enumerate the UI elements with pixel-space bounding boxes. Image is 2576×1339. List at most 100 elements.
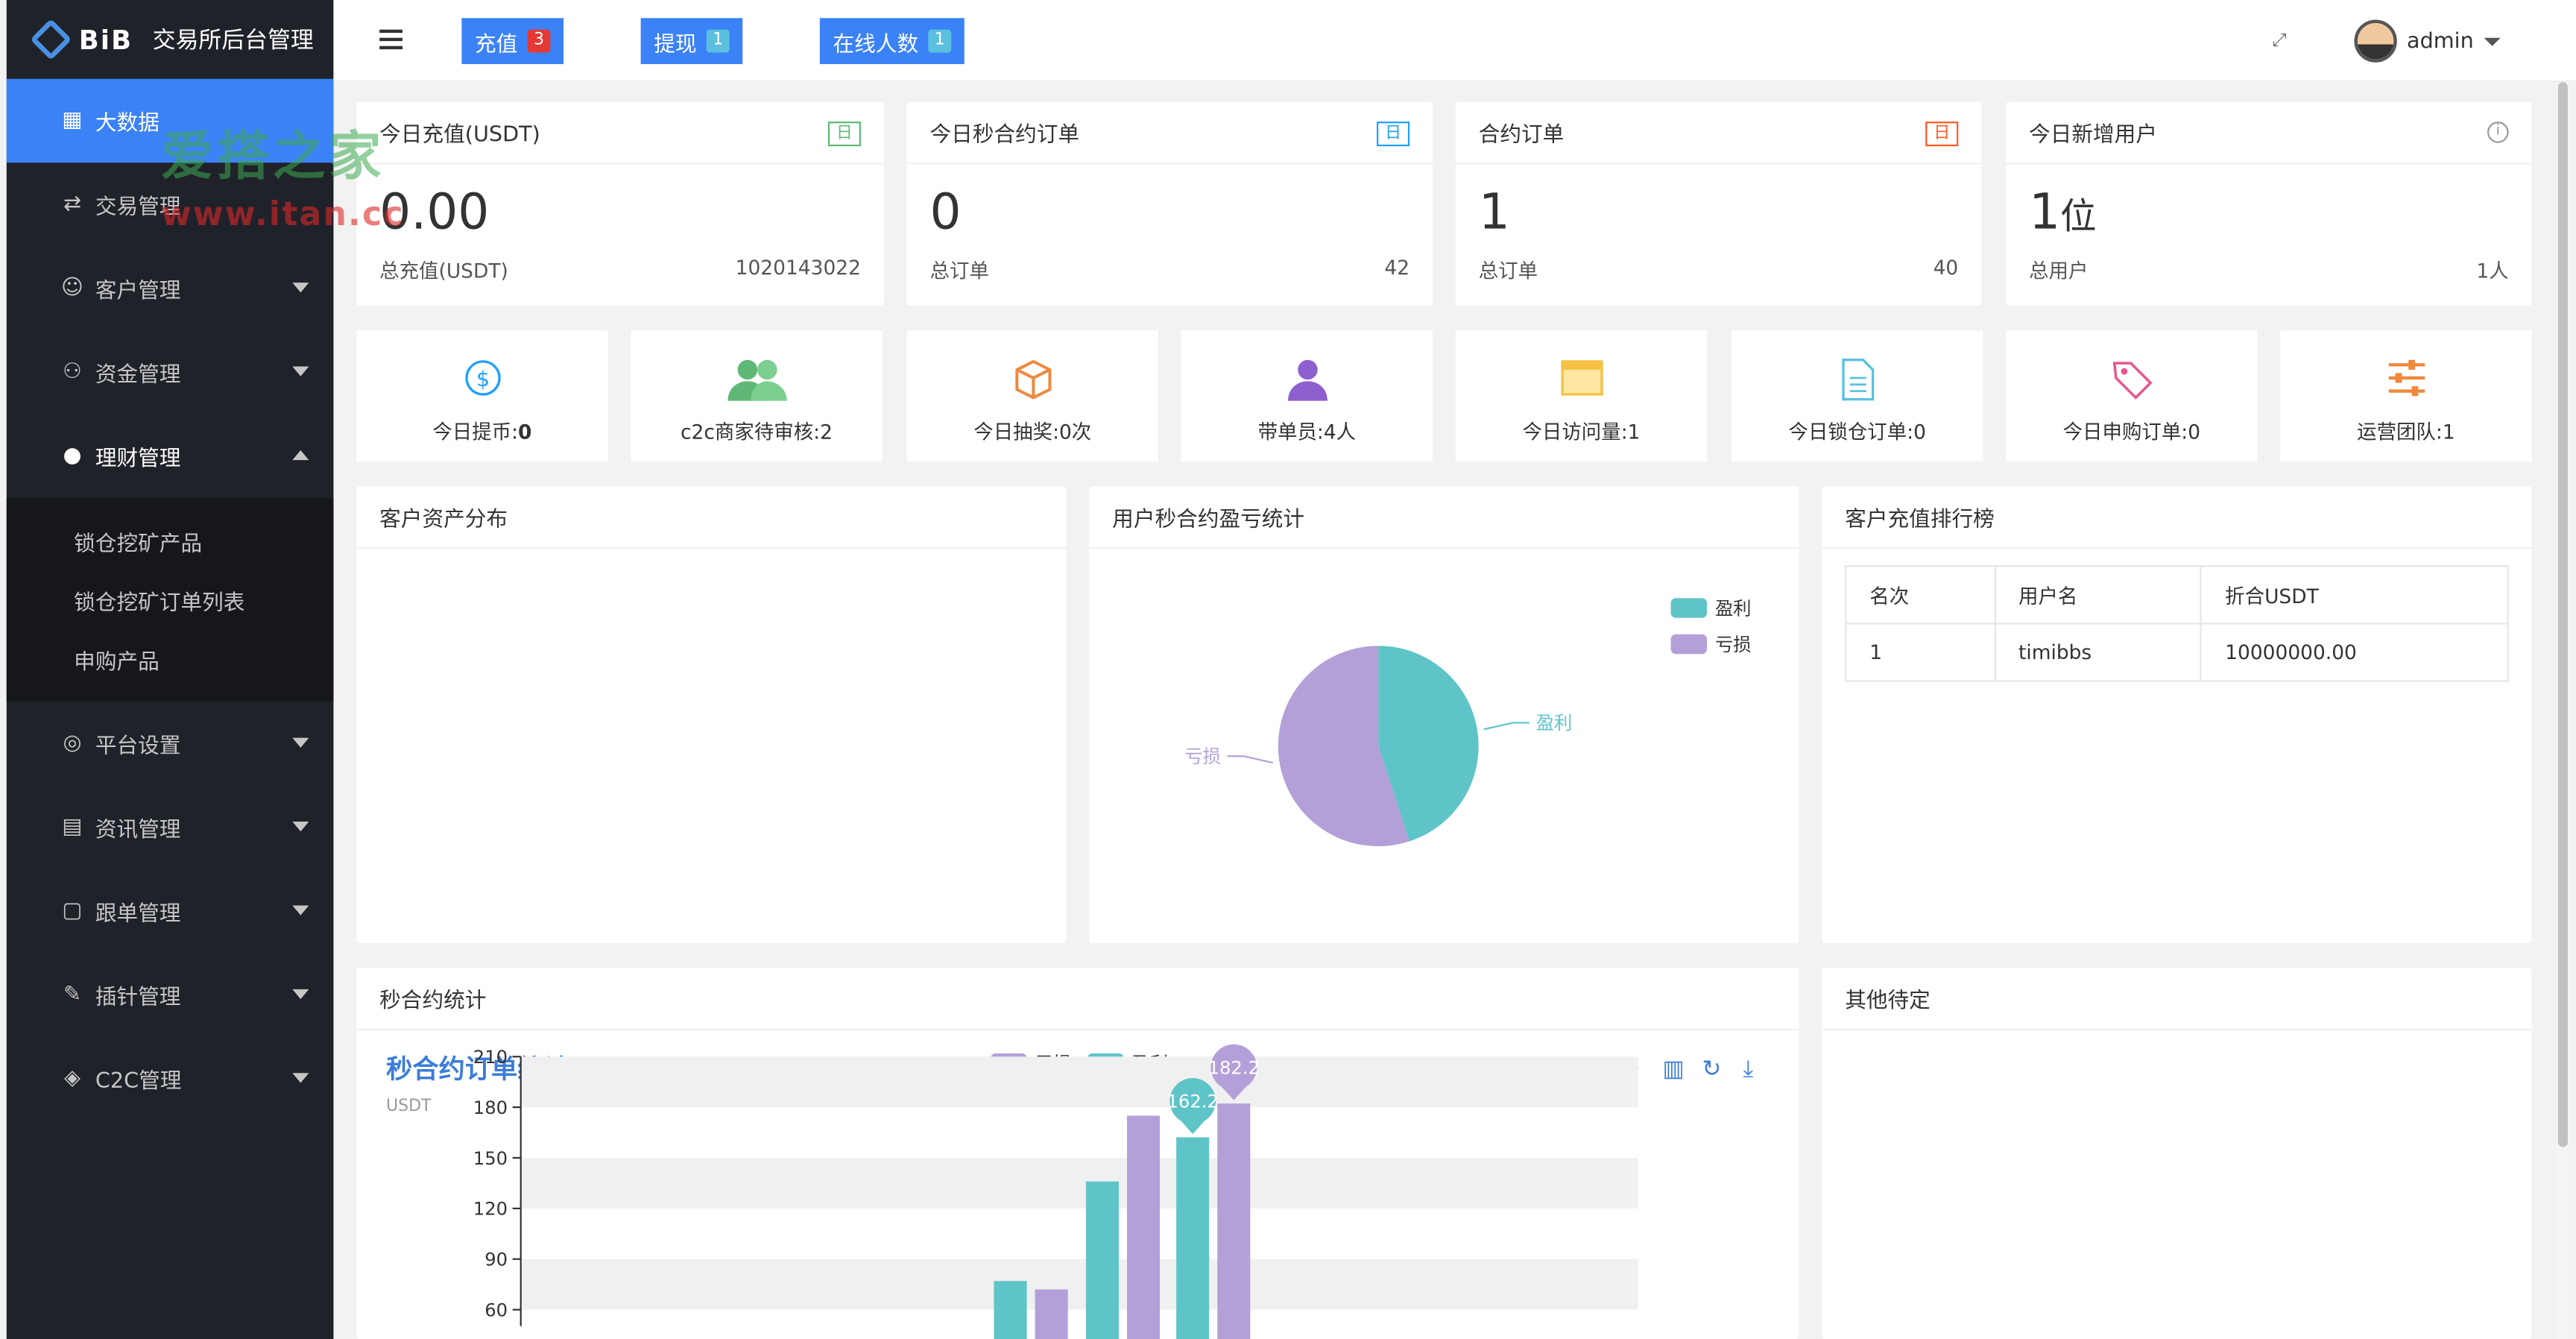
chart-icon: ▦ [62, 108, 83, 133]
pie-label-line [1483, 722, 1530, 731]
mini-card-lock-orders[interactable]: 今日锁仓订单:0 [1731, 330, 1983, 462]
sidebar-item-pin[interactable]: ✎ 插针管理 [7, 953, 334, 1036]
bar[interactable] [1085, 1181, 1119, 1339]
daily-tag: 日 [827, 122, 861, 147]
mini-card-c2c-review[interactable]: c2c商家待审核:2 [631, 330, 883, 462]
avatar [2354, 19, 2397, 63]
chevron-down-icon [292, 822, 309, 832]
marker-pin-label: 162.2 [1167, 1091, 1218, 1112]
users-icon: ☺ [61, 276, 83, 301]
mini-card-visits[interactable]: 今日访问量:1 [1455, 330, 1708, 462]
mini-card-lottery[interactable]: 今日抽奖:0次 [906, 330, 1158, 462]
submenu-mining-products[interactable]: 锁仓挖矿产品 [74, 532, 203, 557]
bar-switch-icon: ▥ [1663, 1056, 1685, 1083]
recharge-badge: 3 [527, 29, 551, 53]
bar[interactable] [1127, 1115, 1161, 1339]
settings-icon: ◎ [63, 731, 82, 756]
column-header-rank: 名次 [1845, 565, 1996, 625]
submenu-subscription-products[interactable]: 申购产品 [74, 649, 160, 675]
sidebar-item-trade[interactable]: ⇄ 交易管理 [7, 163, 334, 246]
fullscreen-icon[interactable]: ⤢ [2272, 29, 2287, 51]
table-row: 1 timibbs 10000000.00 [1845, 623, 2509, 682]
stat-number: 1 [2029, 183, 2061, 242]
marker-pin [1210, 1044, 1257, 1091]
legend-label[interactable]: 亏损 [1715, 634, 1751, 655]
bar[interactable] [1176, 1137, 1210, 1339]
stat-foot-label: 总订单 [929, 259, 989, 283]
table-cell: 1 [1845, 623, 1996, 682]
bar[interactable] [1035, 1289, 1068, 1339]
sidebar-item-bigdata[interactable]: ▦ 大数据 [6, 78, 334, 163]
c2c-icon: ◈ [63, 1066, 81, 1091]
grid-band [520, 1158, 1638, 1209]
download-icon: ⤓ [1743, 1056, 1754, 1083]
legend-swatch[interactable] [1670, 634, 1708, 655]
mini-card-ops-team[interactable]: 运营团队:1 [2280, 330, 2532, 462]
panel-title: 客户资产分布 [379, 508, 508, 533]
mini-card-traders[interactable]: 带单员:4人 [1181, 330, 1433, 462]
sidebar-item-label: 大数据 [95, 111, 160, 136]
grid-band [520, 1258, 1638, 1310]
sidebar-item-label: 插针管理 [95, 986, 181, 1011]
bar[interactable] [994, 1281, 1027, 1339]
legend-swatch[interactable] [1670, 598, 1708, 618]
sidebar-item-customers[interactable]: ☺ 客户管理 [7, 247, 334, 330]
logo-icon [30, 18, 72, 60]
tag-icon [2112, 362, 2152, 400]
y-axis-label: USDT [386, 1097, 432, 1115]
sidebar-item-label: 理财管理 [95, 447, 181, 472]
cube-icon [1014, 359, 1051, 400]
marker-pin-tip [1178, 1117, 1208, 1134]
withdraw-badge: 1 [706, 29, 730, 53]
mini-card-withdraw[interactable]: $ 今日提币:0 [356, 330, 608, 462]
info-icon[interactable]: i [2487, 122, 2509, 143]
watermark-url: www.itan.cc [161, 194, 405, 233]
mini-card-label: 今日申购订单:0 [2062, 420, 2201, 444]
y-tick-label: 120 [473, 1198, 508, 1220]
recharge-button[interactable]: 充值 3 [461, 18, 564, 64]
panel-title: 用户秒合约盈亏统计 [1112, 508, 1305, 533]
sidebar-item-copy-trading[interactable]: ▢ 跟单管理 [7, 869, 334, 953]
chevron-down-icon [2484, 37, 2501, 45]
sidebar-item-finance[interactable]: ● 理财管理 [7, 414, 334, 497]
scrollbar-thumb[interactable] [2557, 82, 2569, 1147]
sidebar-item-platform-settings[interactable]: ◎ 平台设置 [7, 702, 334, 785]
sidebar-item-label: 跟单管理 [95, 902, 181, 927]
online-users-button[interactable]: 在线人数 1 [819, 18, 965, 64]
sidebar-item-news[interactable]: ▤ 资讯管理 [7, 786, 334, 869]
online-users-label: 在线人数 [833, 31, 919, 57]
stat-value: 0 [929, 183, 962, 242]
chevron-down-icon [292, 283, 309, 293]
pie-slice-1[interactable] [1278, 646, 1409, 847]
pin-icon: ✎ [63, 983, 81, 1008]
menu-toggle-icon[interactable] [379, 29, 403, 50]
pie-label-line [1227, 755, 1273, 764]
stat-title: 今日秒合约订单 [929, 123, 1080, 148]
grid-band [520, 1056, 1638, 1108]
withdraw-button[interactable]: 提现 1 [640, 18, 743, 64]
y-tick-label: 210 [473, 1046, 508, 1068]
page-scrollbar[interactable] [2556, 82, 2570, 1339]
stat-card-new-users: 今日新增用户 i 1位 总用户 1人 [2006, 101, 2532, 306]
table-cell: 10000000.00 [2200, 623, 2509, 682]
stat-card-today-recharge: 今日充值(USDT) 日 0.00 总充值(USDT) 1020143022 [356, 101, 884, 306]
mini-card-subscription-orders[interactable]: 今日申购订单:0 [2006, 330, 2258, 462]
user-menu[interactable]: admin [2354, 19, 2501, 63]
sidebar-item-c2c[interactable]: ◈ C2C管理 [7, 1037, 334, 1121]
stat-foot-value: 1020143022 [735, 256, 861, 280]
submenu-mining-orders[interactable]: 锁仓挖矿订单列表 [74, 590, 245, 616]
panel-pnl-stats: 用户秒合约盈亏统计 盈利 亏损 盈利 亏损 [1089, 486, 1799, 944]
daily-tag: 日 [1377, 122, 1410, 147]
sidebar-item-label: 资讯管理 [95, 818, 181, 843]
daily-tag: 日 [1925, 122, 1959, 147]
pie-label: 盈利 [1536, 712, 1572, 734]
marker-pin-label: 182.2 [1208, 1056, 1260, 1078]
pie-slice-0[interactable] [1378, 646, 1479, 842]
panel-asset-distribution: 客户资产分布 [356, 486, 1067, 944]
bar[interactable] [1217, 1103, 1251, 1339]
stat-foot-label: 总订单 [1478, 259, 1538, 283]
legend-label[interactable]: 盈利 [1715, 597, 1751, 619]
svg-text:$: $ [476, 366, 489, 391]
sidebar-item-funds[interactable]: ⚇ 资金管理 [7, 330, 334, 414]
